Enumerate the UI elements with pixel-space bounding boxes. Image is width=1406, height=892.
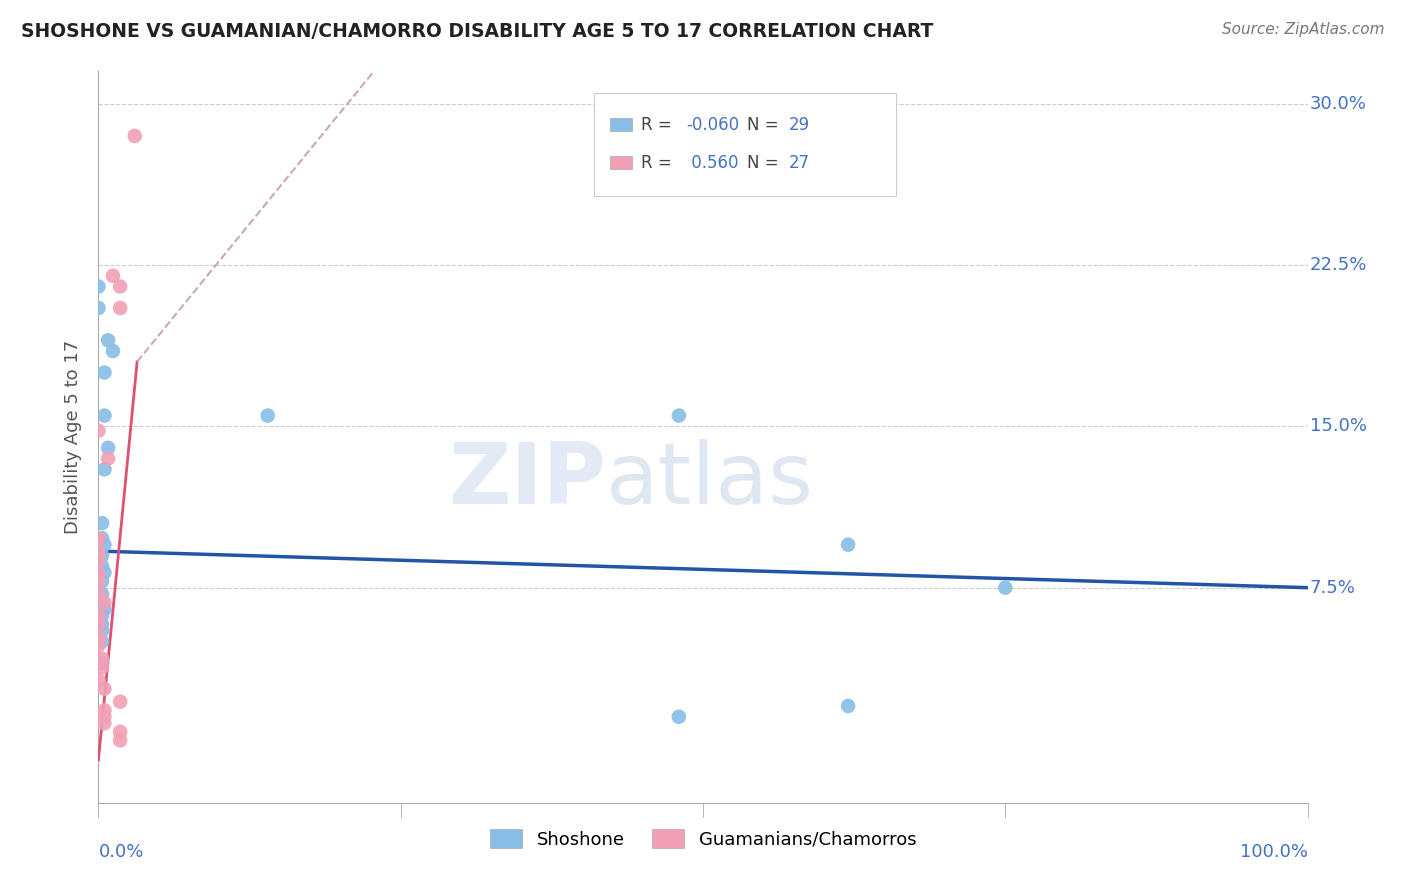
Point <box>87 544 110 558</box>
Point <box>91 651 114 665</box>
Text: SHOSHONE VS GUAMANIAN/CHAMORRO DISABILITY AGE 5 TO 17 CORRELATION CHART: SHOSHONE VS GUAMANIAN/CHAMORRO DISABILIT… <box>21 22 934 41</box>
Point <box>93 596 115 610</box>
Point <box>108 695 131 709</box>
Text: 30.0%: 30.0% <box>1310 95 1367 112</box>
Point <box>91 660 114 674</box>
Legend: Shoshone, Guamanians/Chamorros: Shoshone, Guamanians/Chamorros <box>482 822 924 856</box>
Point <box>256 409 278 423</box>
Point <box>101 268 124 283</box>
Point <box>93 409 115 423</box>
Point <box>87 531 110 545</box>
Point <box>87 552 110 566</box>
Text: R =: R = <box>641 116 678 134</box>
Point <box>994 581 1017 595</box>
Point <box>97 333 120 347</box>
Point <box>108 733 131 747</box>
Point <box>93 681 115 696</box>
Point <box>101 344 124 359</box>
Text: 22.5%: 22.5% <box>1310 256 1368 274</box>
Point <box>93 538 115 552</box>
Point <box>93 716 115 731</box>
Point <box>91 656 114 670</box>
FancyBboxPatch shape <box>595 94 897 195</box>
Point <box>91 559 114 574</box>
Text: atlas: atlas <box>606 440 814 523</box>
Point <box>93 710 115 724</box>
Text: 100.0%: 100.0% <box>1240 843 1308 861</box>
Point <box>87 608 110 623</box>
Point <box>668 409 690 423</box>
Point <box>87 673 110 688</box>
Point <box>91 608 114 623</box>
Y-axis label: Disability Age 5 to 17: Disability Age 5 to 17 <box>63 340 82 534</box>
Text: Source: ZipAtlas.com: Source: ZipAtlas.com <box>1222 22 1385 37</box>
Text: R =: R = <box>641 153 678 172</box>
Point <box>87 587 110 601</box>
Point <box>108 724 131 739</box>
Point <box>91 549 114 563</box>
Point <box>87 574 110 589</box>
Point <box>91 596 114 610</box>
Point <box>91 516 114 530</box>
Point <box>668 710 690 724</box>
Text: 29: 29 <box>789 116 810 134</box>
Text: 27: 27 <box>789 153 810 172</box>
Point <box>93 602 115 616</box>
Point <box>87 301 110 315</box>
Text: N =: N = <box>747 153 783 172</box>
FancyBboxPatch shape <box>610 156 631 169</box>
Point <box>91 617 114 632</box>
Text: 7.5%: 7.5% <box>1310 579 1355 597</box>
Text: N =: N = <box>747 116 783 134</box>
Point <box>108 279 131 293</box>
Point <box>87 279 110 293</box>
Text: ZIP: ZIP <box>449 440 606 523</box>
Point <box>97 451 120 466</box>
Text: 0.560: 0.560 <box>686 153 738 172</box>
Point <box>87 630 110 644</box>
Text: 0.0%: 0.0% <box>98 843 143 861</box>
Point <box>108 301 131 315</box>
Point <box>837 538 859 552</box>
Point <box>91 574 114 589</box>
Point <box>93 703 115 717</box>
Point <box>93 566 115 580</box>
Point <box>87 639 110 653</box>
Point <box>87 566 110 580</box>
Text: -0.060: -0.060 <box>686 116 740 134</box>
Point <box>837 698 859 713</box>
Point <box>93 366 115 380</box>
Point <box>87 424 110 438</box>
Point <box>91 634 114 648</box>
Point <box>91 587 114 601</box>
Point <box>124 128 146 143</box>
Text: 15.0%: 15.0% <box>1310 417 1367 435</box>
FancyBboxPatch shape <box>610 118 631 131</box>
Point <box>91 624 114 638</box>
Point <box>91 531 114 545</box>
Point <box>93 462 115 476</box>
Point <box>97 441 120 455</box>
Point <box>87 617 110 632</box>
